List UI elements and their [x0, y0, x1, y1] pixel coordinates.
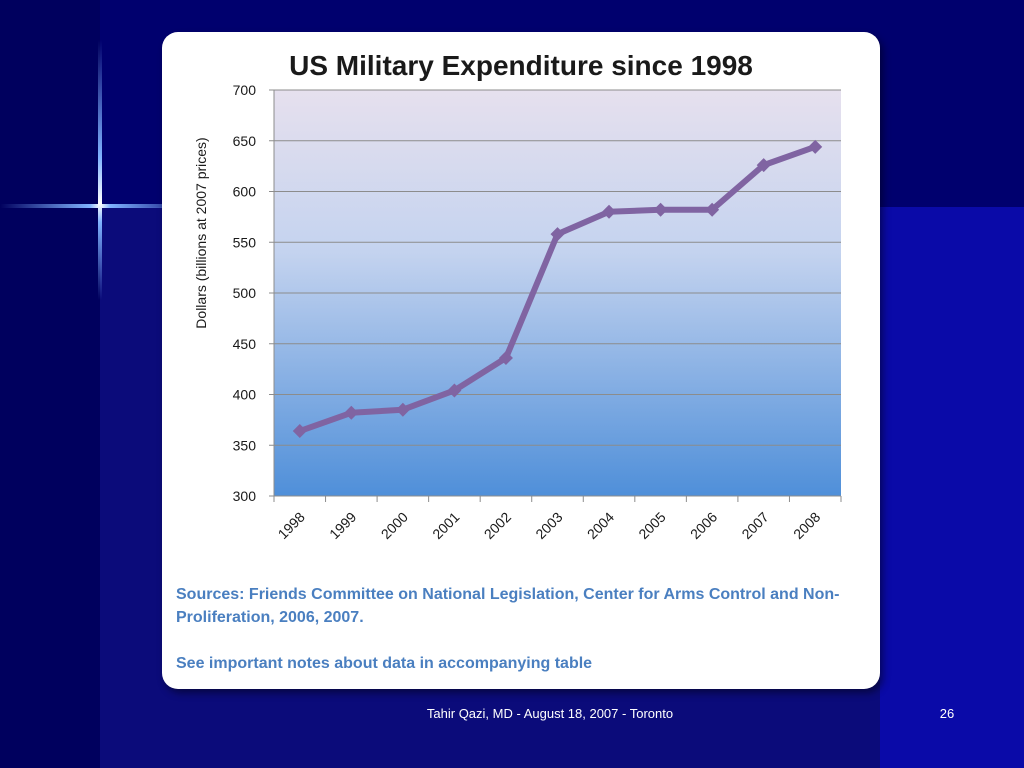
slide-background-left — [0, 0, 100, 768]
data-point-marker — [756, 158, 771, 173]
y-tick-label: 650 — [233, 133, 257, 149]
y-tick-label: 450 — [233, 336, 257, 352]
chart-title: US Military Expenditure since 1998 — [289, 50, 753, 81]
slide-background-right — [880, 207, 1024, 768]
x-tick-label: 2005 — [635, 509, 668, 542]
y-axis-title: Dollars (billions at 2007 prices) — [193, 137, 209, 328]
x-tick-label: 2000 — [378, 509, 411, 542]
y-tick-label: 600 — [233, 184, 257, 200]
data-point-marker — [705, 202, 720, 217]
data-point-marker — [498, 350, 513, 365]
data-point-marker — [808, 139, 823, 154]
slide-footer: Tahir Qazi, MD - August 18, 2007 - Toron… — [426, 706, 674, 721]
chart-card: US Military Expenditure since 1998 300 35… — [162, 32, 880, 689]
data-point-marker — [344, 405, 359, 420]
x-tick-label: 2003 — [532, 509, 565, 542]
y-tick-label: 700 — [233, 82, 257, 98]
chart-plot: 300 350 400 450 500 550 600 650 700 1998 1999 2000 2… — [193, 82, 842, 542]
data-point-marker — [602, 204, 617, 219]
sparkle-decoration-vertical — [98, 40, 102, 300]
y-tick-label: 300 — [233, 488, 257, 504]
data-point-marker — [550, 227, 565, 242]
x-tick-label: 2002 — [481, 509, 514, 542]
y-tick-label: 400 — [233, 387, 257, 403]
data-point-marker — [447, 383, 462, 398]
x-tick-label: 2004 — [584, 509, 617, 542]
sources-note: Sources: Friends Committee on National L… — [176, 586, 840, 626]
x-tick-label: 2008 — [790, 509, 823, 542]
y-tick-label: 550 — [233, 234, 257, 250]
data-point-marker — [653, 202, 668, 217]
data-notes-text: See important notes about data in accomp… — [176, 655, 593, 672]
x-tick-label: 2006 — [687, 509, 720, 542]
y-tick-label: 350 — [233, 437, 257, 453]
x-tick-label: 2007 — [738, 509, 771, 542]
x-tick-label: 1998 — [275, 509, 308, 542]
y-tick-label: 500 — [233, 285, 257, 301]
data-point-marker — [395, 402, 410, 417]
x-tick-label: 2001 — [429, 509, 462, 542]
data-point-marker — [292, 424, 307, 439]
x-tick-label: 1999 — [326, 509, 359, 542]
page-number: 26 — [939, 706, 955, 721]
